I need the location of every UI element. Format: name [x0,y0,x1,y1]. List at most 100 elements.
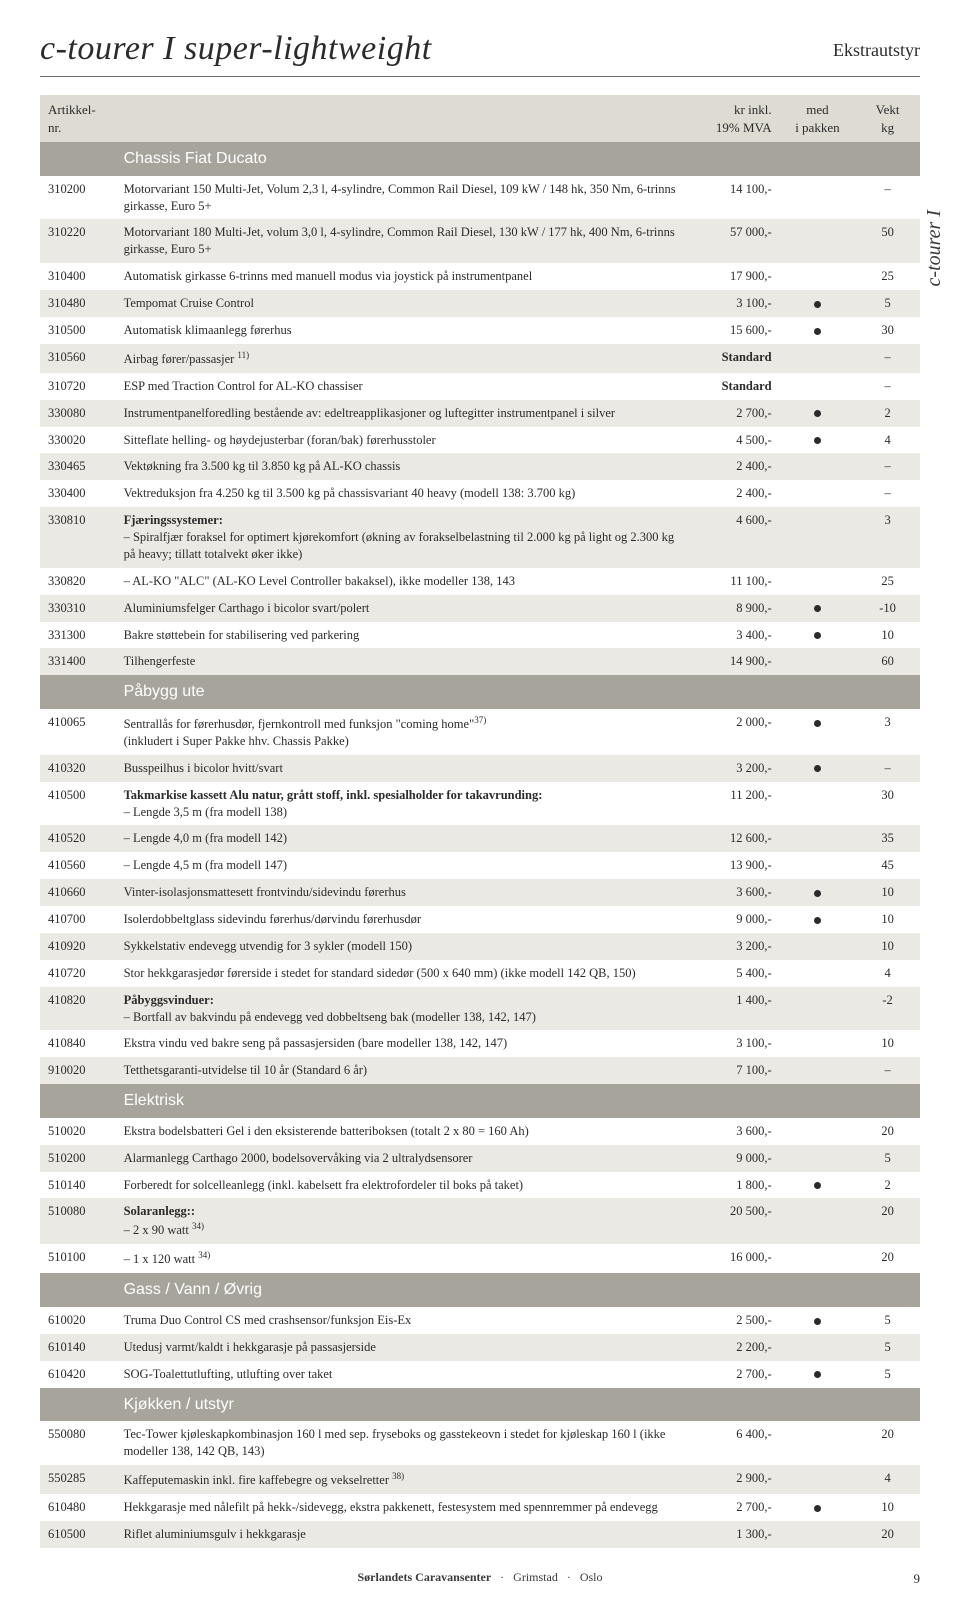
cell-wt: 5 [855,290,920,317]
cell-wt: 5 [855,1145,920,1172]
cell-price: 16 000,- [688,1244,780,1273]
cell-art: 330810 [40,507,116,568]
cell-desc: Aluminiumsfelger Carthago i bicolor svar… [116,595,688,622]
cell-pkg [780,568,856,595]
cell-price: 2 000,- [688,709,780,755]
table-row: 330820– AL-KO "ALC" (AL-KO Level Control… [40,568,920,595]
cell-wt: 50 [855,219,920,263]
cell-price: 2 900,- [688,1465,780,1494]
cell-price: 9 000,- [688,1145,780,1172]
cell-wt: 60 [855,648,920,675]
cell-desc: Solaranlegg::– 2 x 90 watt 34) [116,1198,688,1244]
cell-art: 510140 [40,1172,116,1199]
cell-desc: Vektøkning fra 3.500 kg til 3.850 kg på … [116,453,688,480]
cell-price: 2 500,- [688,1307,780,1334]
cell-art: 310480 [40,290,116,317]
dot-icon [814,301,821,308]
footer: Sørlandets Caravansenter · Grimstad · Os… [40,1570,920,1585]
cell-price: 2 700,- [688,1361,780,1388]
cell-desc: Motorvariant 150 Multi-Jet, Volum 2,3 l,… [116,176,688,220]
table-row: 330080Instrumentpanelforedling bestående… [40,400,920,427]
spec-table: Artikkel-nr. kr inkl. 19% MVA med i pakk… [40,95,920,1548]
cell-art: 410660 [40,879,116,906]
cell-price: 2 400,- [688,480,780,507]
cell-price: Standard [688,344,780,373]
table-row: 610480Hekkgarasje med nålefilt på hekk-/… [40,1494,920,1521]
cell-pkg [780,960,856,987]
cell-price: 6 400,- [688,1421,780,1465]
cell-art: 331300 [40,622,116,649]
table-row: 550080Tec-Tower kjøleskapkombinasjon 160… [40,1421,920,1465]
cell-pkg [780,933,856,960]
cell-wt: 3 [855,709,920,755]
cell-pkg [780,906,856,933]
cell-wt: 30 [855,782,920,826]
col-wt: Vekt kg [855,95,920,142]
cell-art: 910020 [40,1057,116,1084]
page-number: 9 [914,1571,921,1587]
cell-price: 1 300,- [688,1521,780,1548]
table-row: 410660Vinter-isolasjonsmattesett frontvi… [40,879,920,906]
cell-pkg [780,1118,856,1145]
cell-art: 550285 [40,1465,116,1494]
cell-desc: Tilhengerfeste [116,648,688,675]
cell-art: 410920 [40,933,116,960]
dot-icon [814,765,821,772]
cell-wt: 20 [855,1198,920,1244]
cell-art: 310220 [40,219,116,263]
cell-desc: Tempomat Cruise Control [116,290,688,317]
cell-price: 3 600,- [688,879,780,906]
cell-pkg [780,1521,856,1548]
cell-price: 11 100,- [688,568,780,595]
cell-price: 57 000,- [688,219,780,263]
dot-icon [814,917,821,924]
cell-pkg [780,1361,856,1388]
cell-pkg [780,1334,856,1361]
cell-art: 310560 [40,344,116,373]
cell-desc: Forberedt for solcelleanlegg (inkl. kabe… [116,1172,688,1199]
cell-desc: ESP med Traction Control for AL-KO chass… [116,373,688,400]
cell-wt: 20 [855,1521,920,1548]
cell-desc: Påbyggsvinduer:– Bortfall av bakvindu på… [116,987,688,1031]
cell-pkg [780,1307,856,1334]
cell-pkg [780,622,856,649]
cell-pkg [780,176,856,220]
table-row: 910020Tetthetsgaranti-utvidelse til 10 å… [40,1057,920,1084]
cell-art: 330820 [40,568,116,595]
table-row: 610500Riflet aluminiumsgulv i hekkgarasj… [40,1521,920,1548]
dot-icon [814,720,821,727]
cell-desc: Tec-Tower kjøleskapkombinasjon 160 l med… [116,1421,688,1465]
cell-pkg [780,987,856,1031]
cell-desc: – 1 x 120 watt 34) [116,1244,688,1273]
dot-icon [814,890,821,897]
col-art: Artikkel-nr. [40,95,116,142]
cell-pkg [780,595,856,622]
table-row: 410840Ekstra vindu ved bakre seng på pas… [40,1030,920,1057]
cell-wt: 3 [855,507,920,568]
cell-art: 310500 [40,317,116,344]
cell-desc: Sentrallås for førerhusdør, fjernkontrol… [116,709,688,755]
cell-art: 410840 [40,1030,116,1057]
table-row: 310200Motorvariant 150 Multi-Jet, Volum … [40,176,920,220]
cell-pkg [780,344,856,373]
cell-pkg [780,219,856,263]
table-row: 330400Vektreduksjon fra 4.250 kg til 3.5… [40,480,920,507]
table-row: 410700Isolerdobbeltglass sidevindu fører… [40,906,920,933]
cell-art: 331400 [40,648,116,675]
dot-icon [814,1182,821,1189]
cell-wt: 2 [855,1172,920,1199]
cell-price: 2 200,- [688,1334,780,1361]
cell-art: 330020 [40,427,116,454]
cell-wt: 30 [855,317,920,344]
cell-pkg [780,427,856,454]
cell-price: 5 400,- [688,960,780,987]
dot-icon [814,1505,821,1512]
cell-art: 410520 [40,825,116,852]
cell-wt: 20 [855,1118,920,1145]
cell-desc: Kaffeputemaskin inkl. fire kaffebegre og… [116,1465,688,1494]
table-row: 410320Busspeilhus i bicolor hvitt/svart3… [40,755,920,782]
cell-desc: Automatisk klimaanlegg førerhus [116,317,688,344]
cell-art: 310400 [40,263,116,290]
table-row: 510080Solaranlegg::– 2 x 90 watt 34)20 5… [40,1198,920,1244]
cell-desc: – Lengde 4,0 m (fra modell 142) [116,825,688,852]
